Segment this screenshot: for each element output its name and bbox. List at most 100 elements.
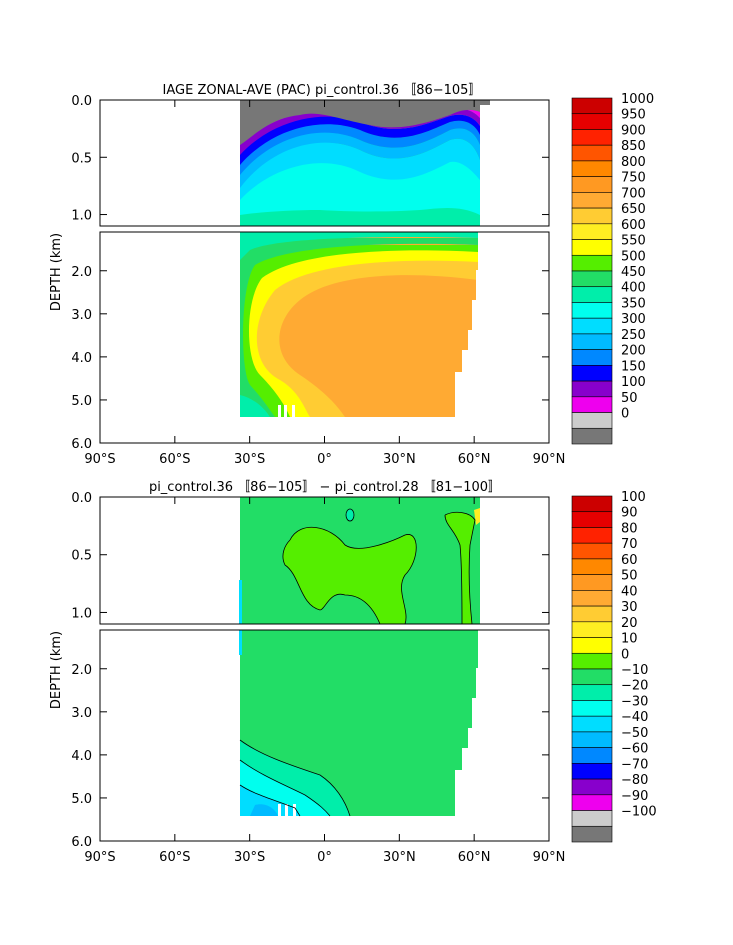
y-tick-label: 2.0 <box>71 265 92 280</box>
colorbar-swatch <box>571 825 613 843</box>
colorbar-label: −80 <box>621 773 648 788</box>
chart-1-upper-field <box>240 100 549 226</box>
y-tick-label: 3.0 <box>71 706 92 721</box>
colorbar-swatch <box>571 495 613 513</box>
colorbar-label: −50 <box>621 726 648 741</box>
y-tick-label: 3.0 <box>71 308 92 323</box>
colorbar-swatch <box>571 731 613 748</box>
y-tick-label: 5.0 <box>71 792 92 807</box>
chart-1-lower-blank-bars-3 <box>292 405 295 417</box>
colorbar-label: 250 <box>621 328 646 343</box>
chart-2: pi_control.36 〚86−105〛 − pi_control.28 〚… <box>49 480 657 865</box>
chart-1-lower-blank-bars-2 <box>284 405 287 417</box>
colorbar-swatch <box>571 317 613 335</box>
chart-1-upper-band-mblue <box>240 120 480 175</box>
colorbar-swatch <box>571 794 613 811</box>
colorbar-label: 500 <box>621 249 646 264</box>
chart-1-ylabel: DEPTH (km) <box>49 233 64 311</box>
colorbar-swatch <box>571 684 613 701</box>
colorbar-label: −30 <box>621 694 648 709</box>
chart-2-axes: 90°S 60°S 30°S 0° 30°N 60°N 90°N 0.0 0.5 1.0 2.0 3.… <box>71 491 565 865</box>
colorbar-label: 800 <box>621 155 646 170</box>
chart-2-upper-strip-cyan <box>239 580 242 624</box>
chart-2-lower-contour <box>239 739 351 817</box>
chart-2-lower-band-lblue <box>250 804 278 816</box>
colorbar-label: −40 <box>621 710 648 725</box>
chart-2-upper-contour <box>282 511 476 624</box>
colorbar-swatch <box>571 380 613 398</box>
chart-2-upper-field <box>239 497 549 624</box>
y-tick-label: 4.0 <box>71 749 92 764</box>
colorbar-label: 50 <box>621 569 638 584</box>
colorbar-label: 30 <box>621 600 638 615</box>
colorbar-swatch <box>571 239 613 256</box>
colorbar-swatch <box>571 270 613 288</box>
chart-2-ylabel: DEPTH (km) <box>49 631 64 709</box>
y-tick-label: 5.0 <box>71 394 92 409</box>
chart-1-lower-bottom-cyan <box>240 395 270 417</box>
y-tick-label: 6.0 <box>71 437 92 452</box>
colorbar-label: 50 <box>621 391 638 406</box>
colorbar-label: −100 <box>621 805 657 820</box>
colorbar-label: 70 <box>621 537 638 552</box>
colorbar-label: 80 <box>621 521 638 536</box>
x-tick-label: 30°S <box>234 850 265 865</box>
colorbar-swatch <box>571 763 613 780</box>
colorbar-label: 600 <box>621 218 646 233</box>
colorbar-swatch <box>571 605 613 623</box>
y-tick-label: 4.0 <box>71 351 92 366</box>
chart-1-upper-blank <box>480 105 549 226</box>
x-tick-label: 60°S <box>159 452 190 467</box>
chart-1-lower-blank-bars <box>278 405 281 417</box>
colorbar-label: −20 <box>621 679 648 694</box>
y-tick-label: 0.5 <box>71 549 92 564</box>
colorbar-label: 200 <box>621 344 646 359</box>
colorbar-label: −10 <box>621 663 648 678</box>
colorbar-label: 10 <box>621 632 638 647</box>
chart-2-upper-patch-cyan <box>345 508 355 522</box>
chart-2-upper-patch-green-right <box>445 512 475 624</box>
colorbar-label: 300 <box>621 312 646 327</box>
colorbar-swatch <box>571 427 613 445</box>
colorbar-swatch <box>571 254 613 272</box>
colorbar-label: 350 <box>621 296 646 311</box>
chart-1-upper-band-sky <box>240 138 480 200</box>
chart-1-axes: 90°S 60°S 30°S 0° 30°N 60°N 90°N 0.0 0.5 1.0 2.0 3.… <box>71 94 565 467</box>
y-tick-label: 0.0 <box>71 94 92 109</box>
colorbar-label: 150 <box>621 359 646 374</box>
x-tick-label: 90°N <box>533 452 566 467</box>
colorbar-swatch <box>571 668 613 686</box>
colorbar-swatch <box>571 396 613 413</box>
colorbar-swatch <box>571 365 613 382</box>
x-tick-label: 30°S <box>234 452 265 467</box>
x-tick-label: 60°N <box>458 452 491 467</box>
chart-1-title: IAGE ZONAL-AVE (PAC) pi_control.36 〚86−1… <box>163 83 482 98</box>
chart-1-lower-band-green <box>240 245 478 417</box>
colorbar-label: 400 <box>621 281 646 296</box>
colorbar-label: 750 <box>621 171 646 186</box>
colorbar-label: 40 <box>621 584 638 599</box>
x-tick-label: 90°S <box>84 452 115 467</box>
chart-1-lower-band-mgreen <box>240 238 478 417</box>
colorbar-swatch <box>571 129 613 146</box>
colorbar-swatch <box>571 590 613 607</box>
y-tick-label: 1.0 <box>71 606 92 621</box>
colorbar-swatch <box>571 97 613 115</box>
x-tick-label: 0° <box>317 850 332 865</box>
chart-1: IAGE ZONAL-AVE (PAC) pi_control.36 〚86−1… <box>49 83 654 467</box>
colorbar-swatch <box>571 113 613 130</box>
colorbar-swatch <box>571 333 613 350</box>
colorbar-label: 900 <box>621 123 646 138</box>
chart-1-colorbar: 1000950900850800750700650600550500450400… <box>571 92 654 445</box>
chart-2-lower-field <box>239 630 549 841</box>
colorbar-label: 650 <box>621 202 646 217</box>
chart-1-lower-band-yellowish <box>240 255 478 417</box>
colorbar-label: 700 <box>621 186 646 201</box>
colorbar-swatch <box>571 747 613 764</box>
y-tick-label: 0.0 <box>71 491 92 506</box>
y-tick-label: 0.5 <box>71 151 92 166</box>
x-tick-label: 30°N <box>383 850 416 865</box>
colorbar-swatch <box>571 621 613 638</box>
chart-2-title: pi_control.36 〚86−105〛 − pi_control.28 〚… <box>149 480 501 495</box>
